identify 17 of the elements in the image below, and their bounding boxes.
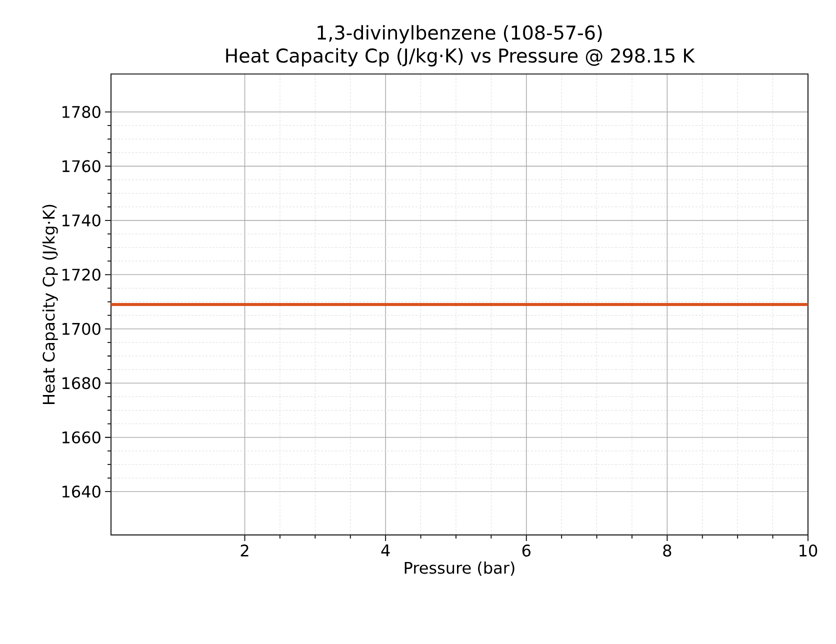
chart-subtitle: Heat Capacity Cp (J/kg·K) vs Pressure @ 298.15 K: [226, 48, 696, 66]
y-tick-label: 1780: [62, 106, 100, 118]
y-tick-label: 1700: [62, 322, 100, 335]
x-tick-label: 10: [800, 544, 818, 557]
y-tick-label: 1680: [62, 377, 100, 390]
x-tick-label: 4: [381, 544, 390, 556]
y-axis-title: Heat Capacity Cp (J/kg·K): [42, 204, 58, 404]
x-tick-label: 2: [240, 544, 248, 556]
y-tick-label: 1720: [62, 268, 100, 281]
x-axis-title: Pressure (bar): [404, 561, 514, 576]
y-tick-label: 1740: [62, 214, 100, 226]
y-tick-label: 1760: [62, 160, 100, 172]
chart-title: 1,3-divinylbenzene (108-57-6): [318, 25, 602, 44]
y-tick-label: 1640: [62, 486, 100, 498]
y-tick-label: 1660: [62, 431, 100, 444]
x-tick-label: 8: [663, 544, 672, 557]
x-tick-label: 6: [522, 544, 530, 557]
